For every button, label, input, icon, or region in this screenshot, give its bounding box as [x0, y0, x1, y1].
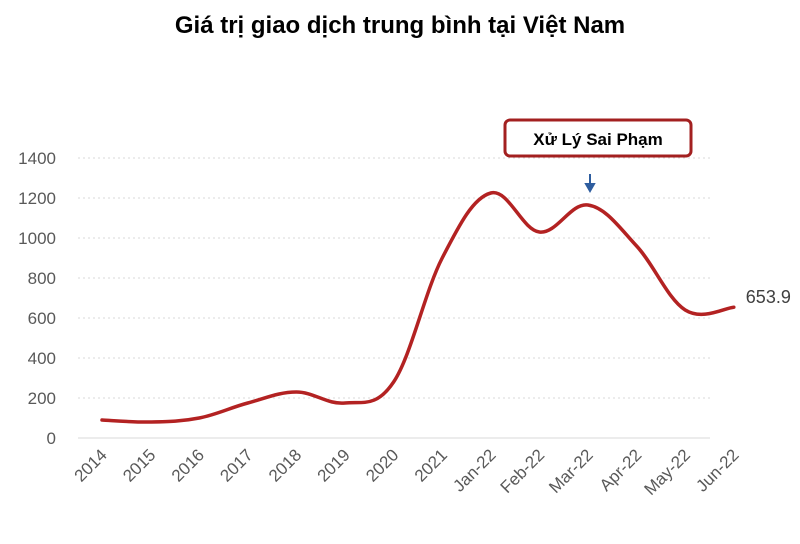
y-tick-label: 400: [28, 349, 56, 368]
x-tick-label: Jun-22: [692, 445, 742, 495]
x-tick-label: 2017: [216, 445, 256, 485]
x-axis-ticks: 2014 2015 2016 2017 2018 2019 2020 2021Jan-22Fe…: [71, 445, 743, 499]
x-tick-label: 2016: [168, 445, 208, 485]
y-tick-label: 0: [47, 429, 56, 448]
annotation-label: Xử Lý Sai Phạm: [533, 130, 662, 149]
x-tick-label: Mar-22: [545, 445, 597, 497]
x-tick-label: Jan-22: [449, 445, 499, 495]
gridlines: [78, 157, 710, 439]
x-tick-label: Feb-22: [497, 445, 549, 497]
x-tick-label: Apr-22: [596, 445, 646, 495]
y-tick-label: 1000: [18, 229, 56, 248]
series-layer: 653.9: [100, 191, 791, 424]
y-axis-ticks: 0 200 400 600 800 1000 1200 1400: [18, 149, 56, 448]
x-tick-label: 2021: [411, 445, 451, 485]
x-tick-label: 2020: [362, 445, 402, 485]
annotation-arrowhead: [584, 183, 596, 194]
y-tick-label: 1400: [18, 149, 56, 168]
series-line: [100, 191, 736, 424]
x-tick-label: 2019: [314, 445, 354, 485]
x-tick-label: May-22: [641, 445, 695, 499]
y-tick-label: 1200: [18, 189, 56, 208]
chart-title: Giá trị giao dịch trung bình tại Việt Na…: [174, 12, 626, 39]
y-tick-label: 200: [28, 389, 56, 408]
x-tick-label: 2015: [119, 445, 159, 485]
annotation-box: [503, 118, 693, 158]
x-tick-label: 2018: [265, 445, 305, 485]
x-tick-label: 2014: [71, 445, 111, 485]
y-tick-label: 800: [28, 269, 56, 288]
y-tick-label: 600: [28, 309, 56, 328]
annotation-layer: Xử Lý Sai Phạm: [503, 118, 693, 194]
data-label-last: 653.9: [746, 287, 791, 307]
